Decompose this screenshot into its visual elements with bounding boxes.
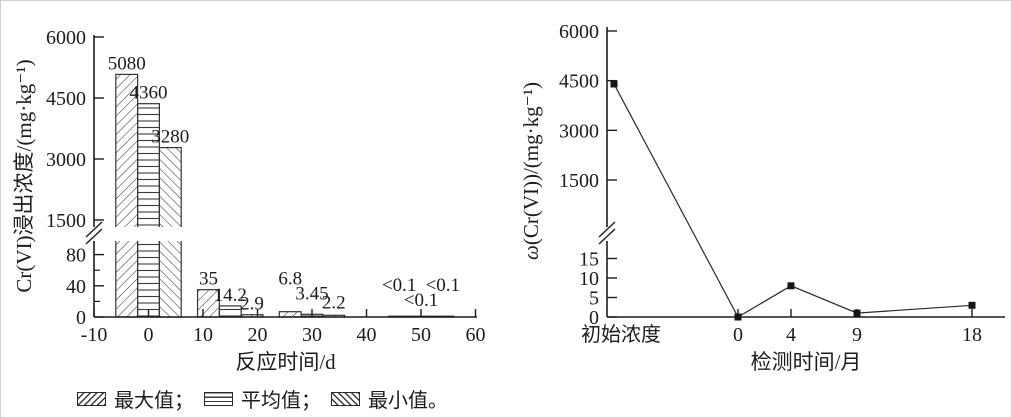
value-labels: 5080 35 6.8 <0.1 4360 14.2 3.45 <0.1 3280 2.9 2.2 <… bbox=[108, 53, 460, 314]
bar-value-label: 35 bbox=[199, 269, 218, 290]
y-tick-label: 4500 bbox=[559, 71, 599, 93]
x-tick-label: -10 bbox=[81, 324, 108, 346]
bar-value-label: 5080 bbox=[108, 53, 146, 74]
x-tick-label: 0 bbox=[733, 324, 743, 346]
y-tick-label: 0 bbox=[76, 307, 86, 329]
x-tick-label: 30 bbox=[302, 324, 322, 346]
bar-value-label: 4360 bbox=[130, 83, 168, 104]
x-tick-label: 20 bbox=[248, 324, 268, 346]
data-point-marker-4 bbox=[787, 282, 795, 290]
chart-legend: 最大值； 平均值； 最小值。 bbox=[77, 384, 458, 413]
bar-chart-leaching-concentration: 1500 3000 4500 6000 0 40 80 -10 0 10 20 30 40 50 60 508… bbox=[1, 1, 507, 417]
diag-down-hatch-swatch-icon bbox=[331, 391, 360, 406]
y-tick-label: 0 bbox=[589, 307, 599, 329]
line-chart-longterm-monitoring: 1500 3000 4500 6000 0 5 10 15 初始浓度 0 4 9 18 检测时间/月 ω(C… bbox=[507, 1, 1011, 417]
legend-label-min: 最小值。 bbox=[368, 390, 448, 412]
bar-value-label: <0.1 bbox=[426, 275, 460, 296]
x-tick-label: 60 bbox=[466, 324, 486, 346]
diag-up-hatch-swatch-icon bbox=[77, 391, 106, 406]
legend-item-avg: 平均值； bbox=[204, 384, 321, 413]
x-tick-label: 40 bbox=[357, 324, 377, 346]
bar-value-label: 3280 bbox=[151, 127, 189, 148]
bar-value-label: 14.2 bbox=[214, 285, 247, 306]
bar-value-label: 2.2 bbox=[322, 292, 346, 313]
bar-value-label: <0.1 bbox=[404, 290, 438, 311]
y-tick-label: 6000 bbox=[46, 27, 86, 49]
y-tick-label: 1500 bbox=[46, 210, 86, 232]
y-tick-label: 10 bbox=[579, 268, 599, 290]
axis-break-marks bbox=[598, 221, 616, 245]
legend-label-max: 最大值； bbox=[114, 390, 194, 412]
x-tick-label: 18 bbox=[962, 324, 982, 346]
legend-item-min: 最小值。 bbox=[331, 384, 448, 413]
y-tick-label: 40 bbox=[66, 276, 86, 298]
y-axis-title: Cr(VI)浸出浓度/(mg·kg⁻¹) bbox=[12, 59, 36, 292]
x-tick-label: 9 bbox=[852, 324, 862, 346]
data-points bbox=[610, 80, 976, 321]
legend-item-max: 最大值； bbox=[77, 384, 194, 413]
y-tick-label: 5 bbox=[589, 288, 599, 310]
y-tick-label: 3000 bbox=[559, 120, 599, 142]
data-point-marker-0 bbox=[734, 313, 742, 321]
x-tick-label: 10 bbox=[193, 324, 213, 346]
x-tick-label: 4 bbox=[786, 324, 796, 346]
axis-break-band bbox=[85, 227, 481, 241]
bar-最大值-0 bbox=[115, 73, 139, 318]
x-tick-label: 50 bbox=[411, 324, 431, 346]
axes bbox=[606, 27, 1005, 318]
x-axis-title: 检测时间/月 bbox=[751, 350, 862, 374]
x-tick-label: 初始浓度 bbox=[581, 323, 661, 346]
bar-value-label: 6.8 bbox=[278, 269, 302, 290]
y-tick-label: 6000 bbox=[559, 21, 599, 43]
bar-value-label: 2.9 bbox=[240, 294, 264, 315]
y-tick-label: 3000 bbox=[46, 149, 86, 171]
horizontal-hatch-swatch-icon bbox=[204, 391, 233, 406]
bar-value-label: 3.45 bbox=[295, 283, 328, 304]
y-axis-title: ω(Cr(VI))/(mg·kg⁻¹) bbox=[519, 82, 543, 260]
bar-value-label: <0.1 bbox=[382, 275, 416, 296]
data-point-marker-9 bbox=[853, 309, 861, 317]
data-point-marker-初始浓度 bbox=[610, 80, 618, 88]
x-axis-title: 反应时间/d bbox=[235, 350, 336, 374]
y-tick-label: 4500 bbox=[46, 88, 86, 110]
x-tick-label: 0 bbox=[144, 324, 154, 346]
bar-平均值-10 bbox=[218, 305, 242, 318]
y-tick-label: 80 bbox=[66, 245, 86, 267]
y-tick-label: 15 bbox=[579, 249, 599, 271]
data-point-marker-18 bbox=[968, 301, 976, 309]
y-tick-label: 1500 bbox=[559, 170, 599, 192]
axis-break-marks bbox=[85, 221, 103, 245]
data-line bbox=[613, 83, 973, 318]
axes bbox=[93, 35, 477, 318]
legend-label-avg: 平均值； bbox=[241, 390, 321, 412]
